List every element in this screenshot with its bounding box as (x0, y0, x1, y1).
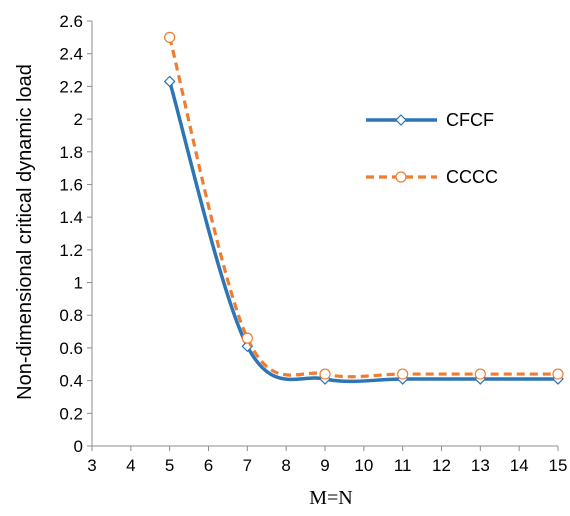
x-tick-label: 14 (510, 456, 529, 475)
data-point (397, 368, 409, 380)
data-point (241, 332, 253, 344)
series-layer (163, 31, 564, 385)
x-tick-label: 8 (281, 456, 290, 475)
legend-marker (395, 171, 407, 183)
x-tick-label: 10 (354, 456, 373, 475)
legend-label: CFCF (446, 110, 494, 130)
legend-label: CCCC (446, 167, 498, 187)
legend-item-cccc: CCCC (366, 167, 498, 187)
legend: CFCF CCCC (366, 110, 498, 187)
x-axis-title: M=N (309, 487, 353, 509)
legend-marker (395, 114, 407, 126)
y-tick-label: 0.4 (59, 372, 83, 391)
y-tick-label: 2.2 (59, 77, 83, 96)
y-tick-label: 2.4 (59, 45, 83, 64)
axes: 0 0.2 0.4 0.6 0.8 1 1.2 1.4 1.6 1.8 2 2.2 2.4 2.6 3 4 5 6… (59, 12, 567, 475)
y-tick-label: 1.8 (59, 143, 83, 162)
series-line (168, 36, 558, 379)
x-tick-label: 13 (471, 456, 490, 475)
x-tick-label: 12 (432, 456, 451, 475)
x-tick-label: 9 (320, 456, 329, 475)
data-point (474, 368, 486, 380)
data-point (552, 368, 564, 380)
x-tick-label: 11 (394, 456, 412, 475)
y-tick-label: 1 (74, 274, 83, 293)
y-tick-label: 0 (74, 437, 83, 456)
x-tick-label: 3 (87, 456, 96, 475)
series-cfcf (163, 75, 564, 385)
legend-item-cfcf: CFCF (366, 110, 494, 130)
data-point (164, 31, 176, 43)
y-tick-label: 0.8 (59, 306, 83, 325)
data-point (319, 368, 331, 380)
x-tick-label: 6 (204, 456, 213, 475)
y-tick-label: 2.6 (59, 12, 83, 31)
y-tick-label: 0.2 (59, 404, 83, 423)
y-tick-label: 1.2 (59, 241, 83, 260)
x-tick-label: 7 (243, 456, 252, 475)
x-tick-label: 4 (126, 456, 135, 475)
y-tick-label: 1.6 (59, 175, 83, 194)
x-tick-label: 5 (165, 456, 174, 475)
y-axis-title: Non-dimensional critical dynamic load (14, 64, 36, 400)
y-tick-label: 2 (74, 110, 83, 129)
y-tick-label: 0.6 (59, 339, 83, 358)
y-tick-label: 1.4 (59, 208, 83, 227)
data-point (163, 75, 176, 88)
series-line (167, 80, 558, 384)
x-tick-label: 15 (549, 456, 568, 475)
series-cccc (164, 31, 564, 380)
